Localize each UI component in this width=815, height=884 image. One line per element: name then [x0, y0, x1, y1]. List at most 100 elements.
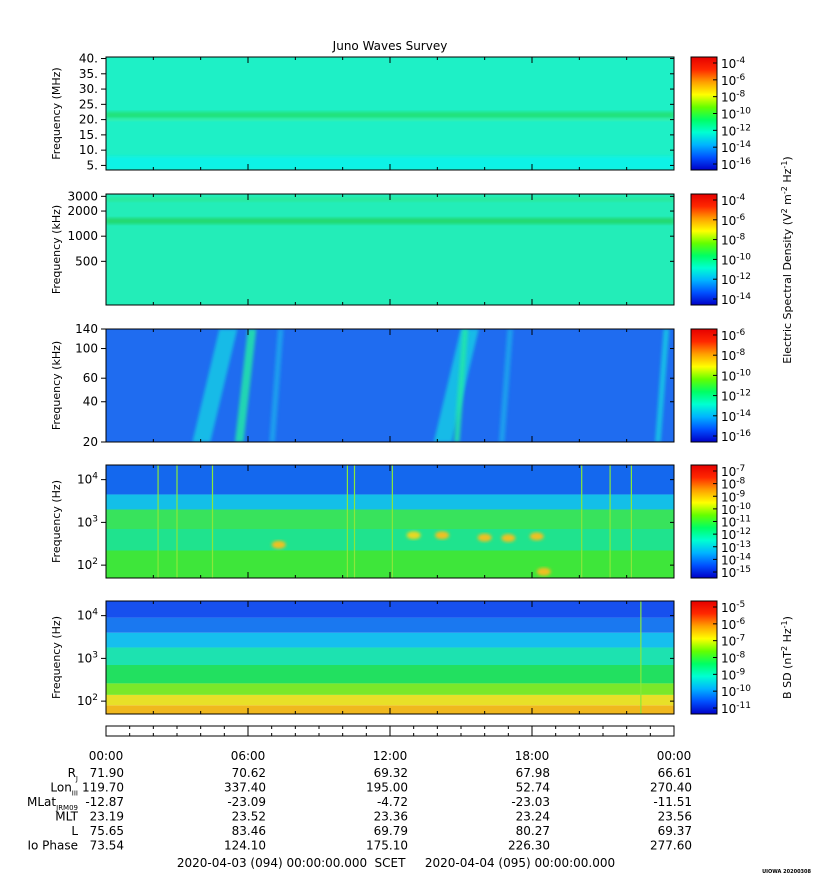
ephemeris-value: 73.54 — [90, 839, 124, 853]
y-tick-label: 2000 — [67, 204, 98, 218]
colorbar-tick-label: 10-8 — [721, 233, 746, 248]
y-tick-label: 103 — [77, 650, 98, 665]
emission-band — [106, 218, 674, 224]
colorbar-tick-label: 10-15 — [721, 565, 751, 580]
ephemeris-value: 226.30 — [508, 839, 550, 853]
ephemeris-value: -23.03 — [511, 795, 550, 809]
ephemeris-row: MLT 23.19 23.52 23.36 23.24 23.56 — [55, 810, 692, 824]
colorbar-tick-label: 10-4 — [721, 56, 746, 71]
colorbar-tick-label: 10-6 — [721, 73, 746, 88]
y-tick-label: 40 — [83, 395, 98, 409]
colorbar-label: Electric Spectral Density (V2 m-2 Hz-1) — [780, 156, 795, 363]
colorbar-label: B SD (nT2 Hz-1) — [780, 616, 795, 699]
y-tick-label: 3000 — [67, 189, 98, 203]
y-axis-label: Frequency (Hz) — [50, 480, 63, 563]
colorbar — [690, 464, 718, 579]
y-tick-label: 102 — [77, 557, 98, 572]
ephemeris-value: 277.60 — [650, 839, 692, 853]
y-tick-label: 104 — [77, 608, 98, 623]
ephemeris-value: 67.98 — [516, 766, 550, 780]
y-tick-label: 500 — [75, 254, 98, 268]
ephemeris-label: MLatJRM09 — [27, 795, 78, 812]
footer-start-time: 2020-04-03 (094) 00:00:00.000 — [177, 856, 367, 870]
emission-band — [106, 118, 674, 121]
ephemeris-value: 66.61 — [658, 766, 692, 780]
ephemeris-value: 124.10 — [224, 839, 266, 853]
colorbar-tick-label: 10-8 — [721, 90, 746, 105]
intensity-blob — [406, 531, 421, 540]
colorbar-tick-label: 10-9 — [721, 667, 746, 682]
colorbar-tick-label: 10-8 — [721, 651, 746, 666]
ephemeris-value: 23.19 — [90, 810, 124, 824]
time-axis: 00:00 06:00 12:00 18:00 00:00 — [89, 725, 691, 763]
ephemeris-value: 23.24 — [516, 810, 550, 824]
intensity-layer — [106, 494, 674, 510]
colorbar-tick-label: 10-8 — [721, 477, 746, 492]
intensity-blob — [536, 567, 551, 576]
colorbar-tick-label: 10-12 — [721, 389, 751, 404]
ephemeris-label: RJ — [68, 766, 78, 783]
ephemeris-value: 69.37 — [658, 824, 692, 838]
spectrogram-panel-3: 20 40 60 100 140 Frequency (kHz) 10-6 10-8 10-10… — [50, 156, 794, 449]
ephemeris-row: Io Phase 73.54 124.10 175.10 226.30 277.60 — [27, 839, 692, 853]
emission-burst — [453, 329, 469, 442]
intensity-blob — [501, 534, 516, 543]
spectrogram-panel-4: 102 103 104 Frequency (Hz) 10-710-810-910-10… — [50, 464, 751, 580]
colorbar-tick-label: 10-10 — [721, 252, 751, 267]
intensity-blob — [529, 532, 544, 541]
emission-burst — [498, 329, 514, 442]
ephemeris-value: 69.79 — [374, 824, 408, 838]
footer-scet-label: SCET — [375, 856, 407, 870]
ephemeris-value: 69.32 — [374, 766, 408, 780]
colorbar-tick-label: 10-11 — [721, 515, 751, 530]
y-axis-label: Frequency (Hz) — [50, 616, 63, 699]
colorbar-tick-label: 10-10 — [721, 107, 751, 122]
ephemeris-row: MLatJRM09 -12.87 -23.09 -4.72 -23.03 -11.51 — [27, 795, 692, 812]
ephemeris-value: -23.09 — [227, 795, 266, 809]
colorbar-tick-label: 10-13 — [721, 540, 751, 555]
y-tick-label: 20 — [83, 435, 98, 449]
y-tick-label: 60 — [83, 371, 98, 385]
spectrogram-image — [106, 601, 674, 714]
colorbar-tick-label: 10-14 — [721, 140, 751, 155]
ephemeris-value: 337.40 — [224, 781, 266, 795]
ephemeris-value: 175.10 — [366, 839, 408, 853]
y-axis-label: Frequency (kHz) — [50, 341, 63, 430]
colorbar-tick-label: 10-5 — [721, 600, 745, 615]
spectrogram-image — [106, 329, 674, 442]
colorbar-tick-label: 10-12 — [721, 123, 751, 138]
y-tick-label: 35. — [79, 67, 98, 81]
ephemeris-value: 70.62 — [232, 766, 266, 780]
ephemeris-row: RJ 71.90 70.62 69.32 67.98 66.61 — [68, 766, 692, 783]
y-tick-label: 103 — [77, 514, 98, 529]
ephemeris-label: LonIII — [50, 781, 78, 798]
colorbar-tick-label: 10-14 — [721, 292, 751, 307]
footer-stamp: UIOWA 20200308 — [762, 869, 811, 875]
time-tick-label: 00:00 — [89, 749, 124, 763]
colorbar-tick-label: 10-14 — [721, 409, 751, 424]
ephemeris-value: 75.65 — [90, 824, 124, 838]
ephemeris-value: -11.51 — [653, 795, 692, 809]
ephemeris-label: MLT — [55, 810, 78, 824]
colorbar-tick-label: 10-10 — [721, 684, 751, 699]
colorbar-tick-label: 10-7 — [721, 634, 745, 649]
ephemeris-value: 195.00 — [366, 781, 408, 795]
colorbar-tick-label: 10-6 — [721, 328, 746, 343]
emission-burst — [269, 329, 284, 442]
spectrogram-image — [106, 465, 674, 578]
y-tick-label: 104 — [77, 472, 98, 487]
intensity-layer — [106, 665, 674, 684]
colorbar — [690, 328, 718, 443]
emission-burst — [192, 329, 238, 442]
y-tick-label: 30. — [79, 82, 98, 96]
ephemeris-value: 270.40 — [650, 781, 692, 795]
ephemeris-value: 83.46 — [232, 824, 266, 838]
y-tick-label: 15. — [79, 128, 98, 142]
ephemeris-value: 23.52 — [232, 810, 266, 824]
time-tick-label: 06:00 — [231, 749, 266, 763]
chart-title: Juno Waves Survey — [332, 39, 448, 53]
colorbar-tick-label: 10-7 — [721, 464, 745, 479]
intensity-blob — [477, 533, 492, 542]
colorbar-tick-label: 10-4 — [721, 193, 746, 208]
